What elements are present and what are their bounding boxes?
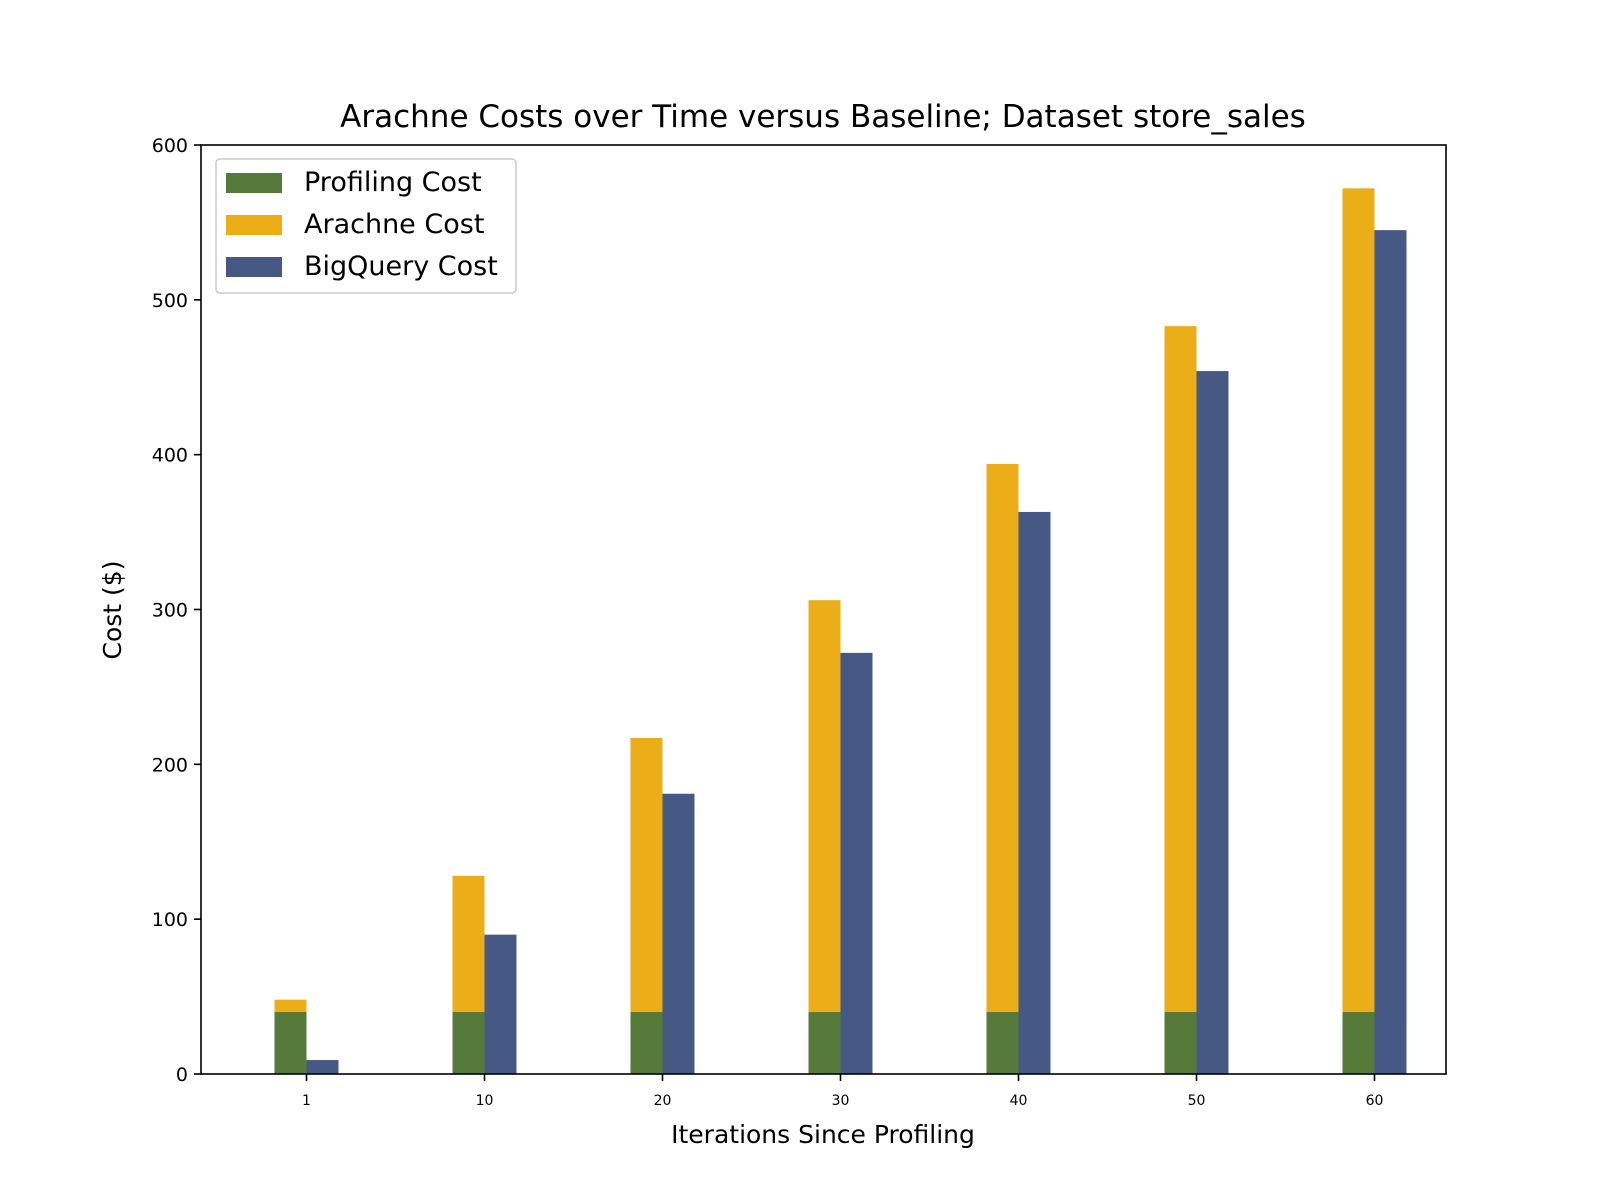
bar-bigquery-cost-40 [1018, 511, 1051, 1075]
x-tick-label-40: 40 [1010, 1093, 1028, 1109]
y-tick-label-0: 0 [176, 1064, 188, 1086]
x-axis-label: Iterations Since Profiling [671, 1120, 975, 1149]
x-tick-label-20: 20 [654, 1093, 672, 1109]
y-tick-label-500: 500 [152, 290, 188, 312]
x-axis-ticks: 1 10 20 30 40 50 60 [302, 1074, 1383, 1109]
bar-bigquery-cost-1 [306, 1060, 339, 1074]
bars-layer [274, 188, 1407, 1075]
chart-title: Arachne Costs over Time versus Baseline;… [340, 99, 1306, 135]
y-tick-label-600: 600 [152, 135, 188, 157]
legend-label-profiling: Profiling Cost [304, 167, 482, 198]
y-tick-label-100: 100 [152, 909, 188, 931]
legend-swatch-bigquery [226, 257, 282, 277]
bar-profiling-cost-30 [808, 1012, 841, 1074]
bar-profiling-cost-10 [452, 1012, 485, 1074]
x-tick-label-1: 1 [302, 1093, 311, 1109]
bar-arachne-cost-50 [1164, 326, 1197, 1074]
bar-arachne-cost-30 [808, 600, 841, 1074]
bar-bigquery-cost-30 [840, 652, 873, 1074]
y-tick-label-400: 400 [152, 445, 188, 467]
bar-profiling-cost-60 [1342, 1012, 1375, 1074]
bar-profiling-cost-1 [274, 1012, 307, 1074]
bar-arachne-cost-60 [1342, 188, 1375, 1074]
legend-box [215, 158, 517, 294]
bar-arachne-cost-40 [986, 463, 1019, 1074]
legend-swatch-profiling [226, 173, 282, 193]
x-tick-label-50: 50 [1188, 1093, 1206, 1109]
x-tick-label-10: 10 [476, 1093, 494, 1109]
x-tick-label-60: 60 [1366, 1093, 1384, 1109]
y-axis-ticks: 0 100 200 300 400 500 600 [152, 135, 201, 1086]
legend-label-arachne: Arachne Cost [304, 209, 484, 240]
bar-bigquery-cost-10 [484, 934, 517, 1074]
bar-bigquery-cost-60 [1374, 230, 1407, 1075]
y-tick-label-300: 300 [152, 600, 188, 622]
bar-profiling-cost-50 [1164, 1012, 1197, 1074]
bar-profiling-cost-40 [986, 1012, 1019, 1074]
legend-label-bigquery: BigQuery Cost [304, 251, 498, 282]
x-tick-label-30: 30 [832, 1093, 850, 1109]
y-axis-label: Cost ($) [98, 561, 127, 660]
bar-bigquery-cost-50 [1196, 371, 1229, 1075]
legend: Profiling Cost Arachne Cost BigQuery Cos… [215, 158, 517, 294]
bar-profiling-cost-20 [630, 1012, 663, 1074]
legend-swatch-arachne [226, 215, 282, 235]
bar-bigquery-cost-20 [662, 793, 695, 1074]
y-tick-label-200: 200 [152, 754, 188, 776]
